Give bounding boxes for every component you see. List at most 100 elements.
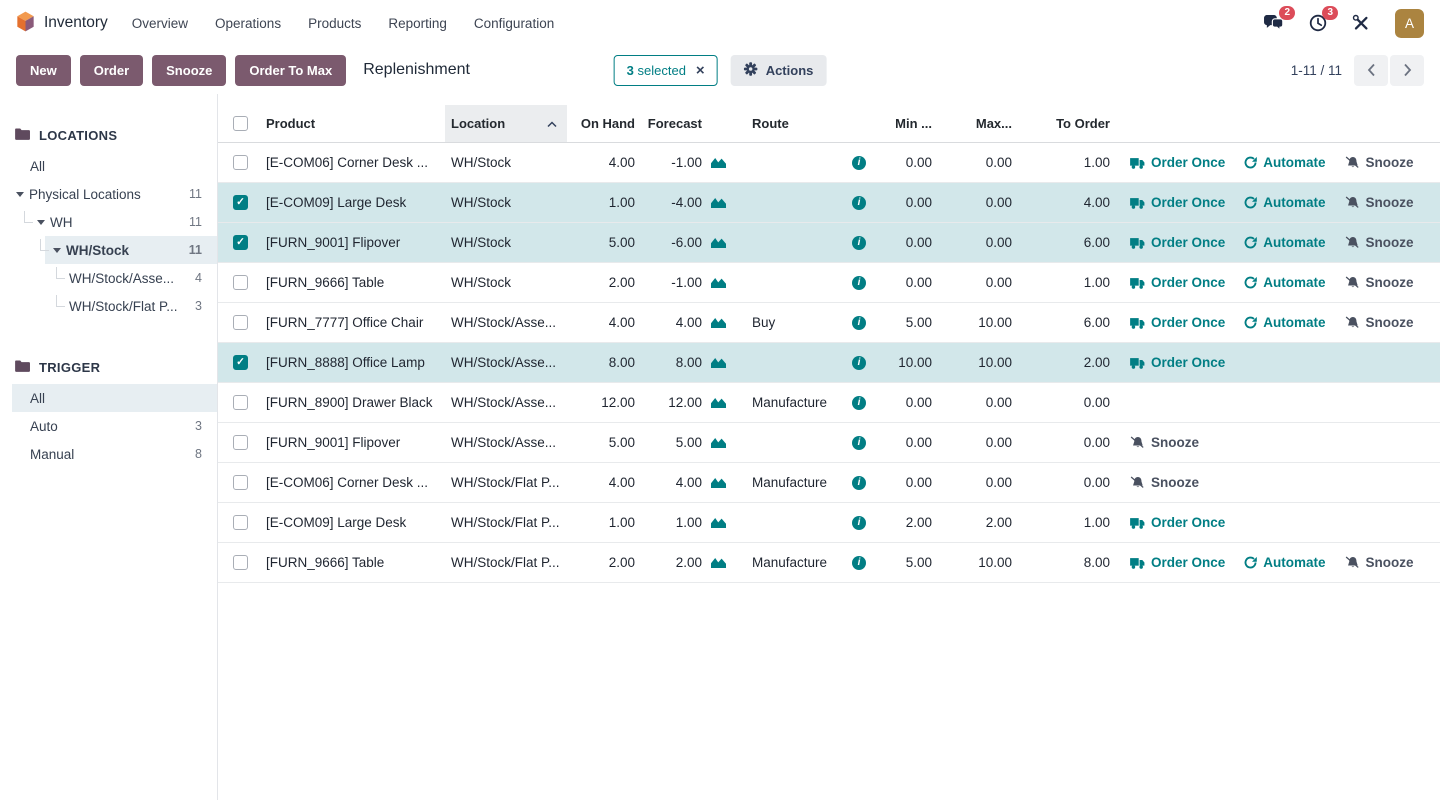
max-quantity-cell[interactable]: 0.00 (985, 235, 1012, 250)
app-brand[interactable]: Inventory (16, 11, 108, 35)
row-checkbox[interactable] (233, 355, 248, 370)
column-header-location[interactable]: Location (445, 105, 567, 142)
max-quantity-cell[interactable]: 2.00 (985, 515, 1012, 530)
max-quantity-cell[interactable]: 0.00 (985, 275, 1012, 290)
location-cell[interactable]: WH/Stock (451, 275, 512, 290)
snooze-button[interactable]: Snooze (1345, 275, 1414, 290)
row-checkbox[interactable] (233, 235, 248, 250)
table-row[interactable]: [FURN_9001] Flipover WH/Stock 5.00 -6.00… (218, 223, 1440, 263)
snooze-button[interactable]: Snooze (1345, 315, 1414, 330)
nav-item-configuration[interactable]: Configuration (473, 15, 555, 31)
info-icon[interactable] (852, 475, 866, 490)
filter-wh-stock[interactable]: WH/Stock 11 (0, 236, 217, 264)
new-button[interactable]: New (16, 54, 71, 86)
filter-all[interactable]: All (0, 152, 217, 180)
info-icon[interactable] (852, 435, 866, 450)
location-cell[interactable]: WH/Stock (451, 195, 512, 210)
row-checkbox[interactable] (233, 475, 248, 490)
caret-down-icon[interactable] (16, 191, 24, 197)
max-quantity-cell[interactable]: 0.00 (985, 395, 1012, 410)
forecast-graph-icon[interactable] (710, 195, 726, 211)
snooze-button[interactable]: Snooze (1345, 235, 1414, 250)
product-cell[interactable]: [FURN_7777] Office Chair (266, 315, 424, 330)
column-header-to-order[interactable]: To Order (1056, 116, 1110, 131)
forecast-graph-icon[interactable] (710, 275, 726, 291)
column-header-route[interactable]: Route (752, 116, 789, 131)
info-icon[interactable] (852, 515, 866, 530)
row-checkbox[interactable] (233, 395, 248, 410)
max-quantity-cell[interactable]: 10.00 (978, 555, 1012, 570)
filter-manual[interactable]: Manual 8 (0, 440, 217, 468)
info-icon[interactable] (852, 195, 866, 210)
info-icon[interactable] (852, 275, 866, 290)
nav-item-reporting[interactable]: Reporting (388, 15, 447, 31)
table-row[interactable]: [FURN_9001] Flipover WH/Stock/Asse... 5.… (218, 423, 1440, 463)
select-all-checkbox[interactable] (233, 116, 248, 131)
table-row[interactable]: [FURN_9666] Table WH/Stock/Flat P... 2.0… (218, 543, 1440, 583)
info-icon[interactable] (852, 155, 866, 170)
max-quantity-cell[interactable]: 10.00 (978, 355, 1012, 370)
info-icon[interactable] (852, 235, 866, 250)
location-cell[interactable]: WH/Stock (451, 155, 512, 170)
product-cell[interactable]: [FURN_9001] Flipover (266, 435, 401, 450)
location-cell[interactable]: WH/Stock/Flat P... (451, 555, 560, 570)
filter-auto[interactable]: Auto 3 (0, 412, 217, 440)
max-quantity-cell[interactable]: 0.00 (985, 195, 1012, 210)
product-cell[interactable]: [FURN_9666] Table (266, 555, 385, 570)
automate-button[interactable]: Automate (1244, 195, 1326, 210)
snooze-button[interactable]: Snooze (1345, 155, 1414, 170)
snooze-button[interactable]: Snooze (152, 54, 227, 86)
max-quantity-cell[interactable]: 0.00 (985, 475, 1012, 490)
location-cell[interactable]: WH/Stock/Asse... (451, 315, 557, 330)
order-once-button[interactable]: Order Once (1130, 155, 1225, 170)
order-button[interactable]: Order (79, 54, 144, 86)
nav-item-overview[interactable]: Overview (131, 15, 189, 31)
to-order-cell[interactable]: 8.00 (1083, 555, 1110, 570)
product-cell[interactable]: [FURN_8900] Drawer Black (266, 395, 433, 410)
filter-wh-stock-flat-p[interactable]: WH/Stock/Flat P... 3 (0, 292, 217, 320)
nav-item-products[interactable]: Products (308, 15, 362, 31)
table-row[interactable]: [FURN_8888] Office Lamp WH/Stock/Asse...… (218, 343, 1440, 383)
row-checkbox[interactable] (233, 315, 248, 330)
column-header-max[interactable]: Max... (975, 116, 1012, 131)
forecast-graph-icon[interactable] (710, 155, 726, 171)
table-row[interactable]: [FURN_7777] Office Chair WH/Stock/Asse..… (218, 303, 1440, 343)
automate-button[interactable]: Automate (1244, 155, 1326, 170)
table-row[interactable]: [E-COM06] Corner Desk ... WH/Stock 4.00 … (218, 143, 1440, 183)
table-row[interactable]: [E-COM06] Corner Desk ... WH/Stock/Flat … (218, 463, 1440, 503)
to-order-cell[interactable]: 2.00 (1083, 355, 1110, 370)
min-quantity-cell[interactable]: 0.00 (905, 235, 932, 250)
to-order-cell[interactable]: 0.00 (1083, 435, 1110, 450)
automate-button[interactable]: Automate (1244, 235, 1326, 250)
snooze-button[interactable]: Snooze (1345, 555, 1414, 570)
row-checkbox[interactable] (233, 555, 248, 570)
location-cell[interactable]: WH/Stock/Asse... (451, 355, 557, 370)
column-header-min[interactable]: Min ... (895, 116, 932, 131)
min-quantity-cell[interactable]: 5.00 (905, 315, 932, 330)
to-order-cell[interactable]: 6.00 (1083, 315, 1110, 330)
column-header-on-hand[interactable]: On Hand (580, 116, 635, 131)
row-checkbox[interactable] (233, 195, 248, 210)
order-once-button[interactable]: Order Once (1130, 555, 1225, 570)
forecast-graph-icon[interactable] (710, 555, 726, 571)
column-header-product[interactable]: Product (266, 116, 316, 131)
actions-button[interactable]: Actions (730, 54, 827, 86)
info-icon[interactable] (852, 395, 866, 410)
row-checkbox[interactable] (233, 275, 248, 290)
row-checkbox[interactable] (233, 155, 248, 170)
user-avatar[interactable]: A (1395, 8, 1424, 38)
max-quantity-cell[interactable]: 0.00 (985, 155, 1012, 170)
location-cell[interactable]: WH/Stock/Flat P... (451, 475, 560, 490)
snooze-button[interactable]: Snooze (1130, 435, 1199, 450)
product-cell[interactable]: [E-COM09] Large Desk (266, 515, 407, 530)
product-cell[interactable]: [FURN_9001] Flipover (266, 235, 401, 250)
forecast-graph-icon[interactable] (710, 515, 726, 531)
automate-button[interactable]: Automate (1244, 555, 1326, 570)
min-quantity-cell[interactable]: 5.00 (905, 555, 932, 570)
location-cell[interactable]: WH/Stock/Asse... (451, 395, 557, 410)
min-quantity-cell[interactable]: 0.00 (905, 195, 932, 210)
location-cell[interactable]: WH/Stock (451, 235, 512, 250)
row-checkbox[interactable] (233, 515, 248, 530)
forecast-graph-icon[interactable] (710, 475, 726, 491)
automate-button[interactable]: Automate (1244, 275, 1326, 290)
